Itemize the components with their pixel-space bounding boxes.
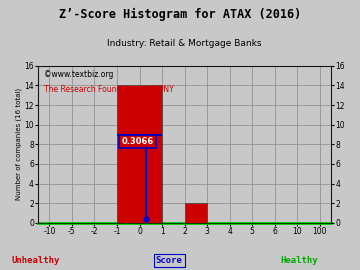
Text: Z’-Score Histogram for ATAX (2016): Z’-Score Histogram for ATAX (2016) [59, 8, 301, 21]
Text: Unhealthy: Unhealthy [12, 256, 60, 265]
Y-axis label: Number of companies (16 total): Number of companies (16 total) [15, 88, 22, 200]
Text: ©www.textbiz.org: ©www.textbiz.org [44, 70, 113, 79]
Text: 0.3066: 0.3066 [122, 137, 154, 146]
Bar [117, 85, 162, 223]
Title: Industry: Retail & Mortgage Banks: Industry: Retail & Mortgage Banks [107, 39, 262, 48]
Text: The Research Foundation of SUNY: The Research Foundation of SUNY [44, 85, 174, 94]
Text: Score: Score [156, 256, 183, 265]
Bar [185, 203, 207, 223]
Text: Healthy: Healthy [280, 256, 318, 265]
